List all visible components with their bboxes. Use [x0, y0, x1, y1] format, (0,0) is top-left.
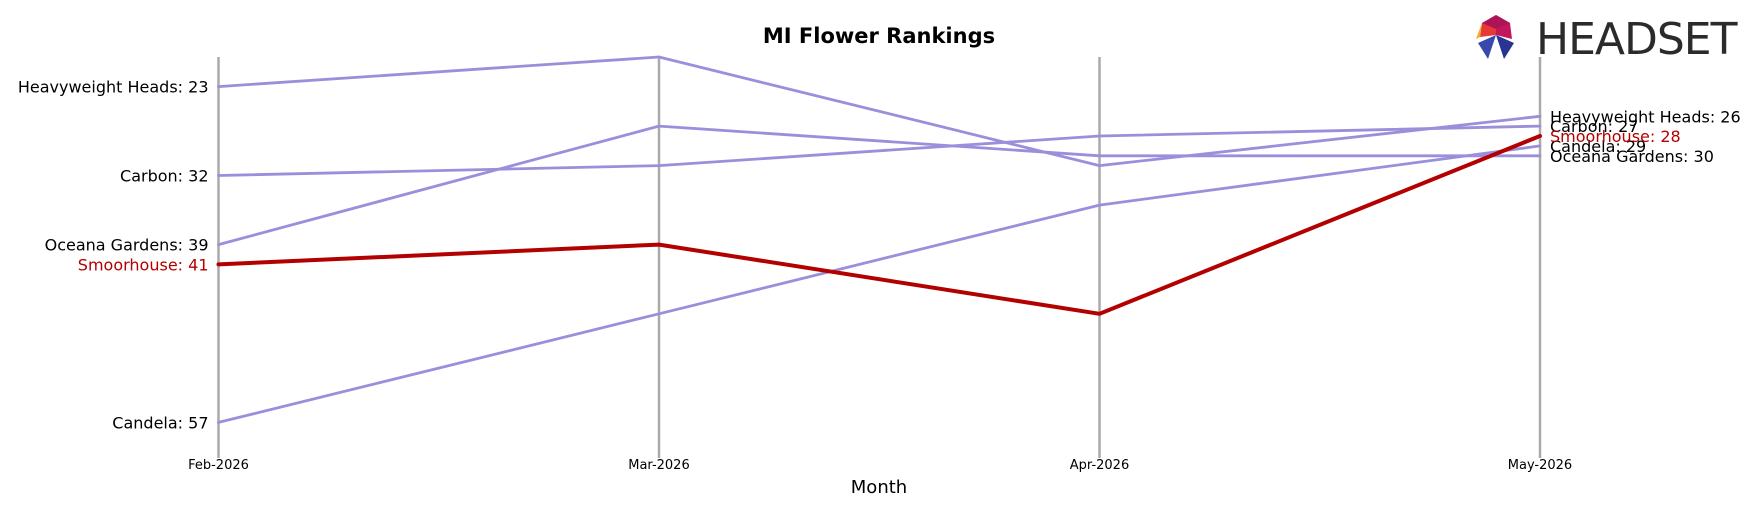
x-axis-label: Month [851, 477, 907, 498]
series-line-heavyweight-heads [217, 55, 1542, 168]
start-label-heavyweight-heads: Heavyweight Heads: 23 [18, 78, 209, 97]
x-tick-Mar-2026: Mar-2026 [628, 458, 689, 473]
start-label-oceana-gardens: Oceana Gardens: 39 [45, 236, 209, 255]
x-tick-Apr-2026: Apr-2026 [1070, 458, 1129, 473]
end-label-carbon: Carbon: 27 [1550, 117, 1638, 136]
series-line-smoorhouse [216, 134, 1542, 316]
x-tick-Feb-2026: Feb-2026 [188, 458, 249, 473]
headset-logo: HEADSET [1476, 14, 1739, 65]
start-labels: Heavyweight Heads: 23 Carbon: 32 Oceana Ga… [18, 78, 209, 433]
start-label-candela: Candela: 57 [112, 413, 208, 432]
month-gridlines [217, 57, 1542, 458]
end-label-heavyweight-heads: Heavyweight Heads: 26 [1550, 107, 1741, 126]
chart-title: MI Flower Rankings [763, 24, 995, 48]
x-tick-May-2026: May-2026 [1508, 458, 1572, 473]
start-label-carbon: Carbon: 32 [120, 167, 208, 186]
tick-labels: Feb-2026 Mar-2026 Apr-2026 May-2026 [188, 458, 1572, 473]
start-label-smoorhouse: Smoorhouse: 41 [78, 255, 209, 274]
end-label-smoorhouse: Smoorhouse: 28 [1550, 127, 1681, 146]
end-label-candela: Candela: 29 [1550, 137, 1646, 156]
series-line-carbon [217, 124, 1542, 177]
headset-logo-mark-icon [1476, 15, 1514, 59]
logo-text: HEADSET [1536, 14, 1738, 65]
series-lines [216, 55, 1542, 424]
series-line-candela [217, 144, 1542, 424]
end-label-oceana-gardens: Oceana Gardens: 30 [1550, 147, 1714, 166]
series-line-oceana-gardens [217, 124, 1542, 247]
